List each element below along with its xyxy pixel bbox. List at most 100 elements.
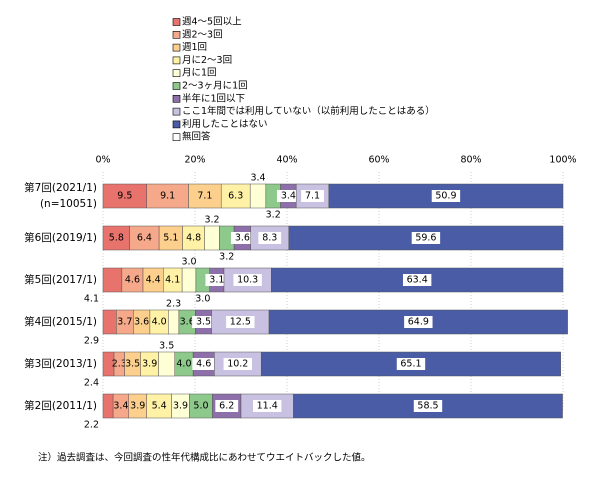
legend-swatch [172,43,181,52]
legend-label: 月に1回 [182,68,217,79]
label-box [233,274,262,286]
data-label: 5.4 [152,401,167,412]
label-box [230,232,254,244]
y-tick-note: (n=10051) [40,198,97,210]
data-label: 58.5 [417,401,438,412]
bar-segment [102,393,114,419]
legend-swatch [172,107,181,116]
data-label: 59.6 [415,233,436,244]
data-label: 4.0 [152,317,167,328]
y-tick-label: 第7回(2021/1) [24,181,97,194]
bar-segment [102,183,147,209]
y-tick-label: 第2回(2011/1) [24,399,97,412]
legend-swatch [172,95,181,103]
legend-swatch [172,82,181,90]
x-tick-label: 20% [184,155,205,166]
legend-label: 月に2～3回 [182,55,232,66]
legend-swatch [172,133,181,141]
label-box [413,400,443,412]
data-label: 65.1 [400,359,421,370]
legend-label: 無回答 [182,131,211,143]
data-label: 3.6 [180,317,195,328]
bar-segment [102,309,117,335]
data-label: 2.9 [84,336,99,347]
data-label: 4.1 [165,275,180,286]
bar-segment [249,183,267,209]
legend-label: 週4～5回以上 [182,16,242,28]
data-label: 3.1 [209,275,224,286]
data-label: 3.6 [235,233,250,244]
data-label: 50.9 [435,191,456,202]
label-box [404,316,433,328]
data-label: 10.2 [227,359,248,370]
data-label: 4.0 [176,359,191,370]
x-tick-label: 40% [276,155,297,166]
data-label: 3.5 [125,359,140,370]
bar-segment [102,267,123,293]
label-box [223,358,252,370]
data-label: 2.3 [112,359,127,370]
bar-segment [102,225,130,251]
data-label: 6.4 [137,233,152,244]
bar-segment [168,309,180,335]
data-label: 7.1 [197,191,212,202]
data-label: 3.5 [196,317,211,328]
legend-swatch [172,18,181,26]
data-label: 5.8 [109,233,124,244]
data-label: 3.5 [159,341,174,352]
data-label: 3.9 [130,401,145,412]
data-label: 3.6 [134,317,149,328]
y-tick-label: 第6回(2019/1) [24,231,97,244]
data-label: 4.6 [125,275,140,286]
legend-swatch [172,56,181,65]
data-label: 3.2 [204,215,219,226]
label-box [215,400,239,412]
legend-label: 半年に1回以下 [182,92,245,104]
x-tick-label: 80% [460,155,481,166]
label-box [253,400,282,412]
x-tick-label: 60% [368,155,389,166]
label-box [402,274,432,286]
y-tick-label: 第4回(2015/1) [24,315,97,328]
legend-label: 週2～3回 [182,28,223,40]
data-label: 2.3 [166,299,181,310]
data-label: 3.0 [181,257,196,268]
data-label: 6.2 [219,401,234,412]
label-box [396,358,426,370]
label-box [192,316,215,328]
bar-segment [146,183,189,209]
data-label: 4.6 [196,359,211,370]
x-tick-label: 0% [95,155,110,166]
data-label: 10.3 [237,275,258,286]
legend-label: 2～3ヶ月に1回 [182,81,248,92]
data-label: 3.2 [266,210,281,221]
data-label: 5.1 [163,233,178,244]
label-box [276,190,300,202]
bar-segment [220,183,251,209]
data-label: 3.4 [250,173,265,184]
y-tick-label: 第3回(2013/1) [24,357,97,370]
data-label: 3.4 [113,401,128,412]
data-label: 3.2 [219,252,234,263]
legend-label: ここ1年間では利用していない（以前利用したことはある） [182,105,435,117]
data-label: 3.9 [173,401,188,412]
data-label: 11.4 [257,401,278,412]
data-label: 9.1 [160,191,175,202]
data-label: 3.4 [281,191,296,202]
data-label: 6.3 [228,191,243,202]
x-tick-label: 100% [549,155,576,166]
legend-swatch [172,30,181,39]
legend-swatch [172,69,181,77]
label-box [226,316,255,328]
y-tick-label: 第5回(2017/1) [24,273,97,286]
legend-swatch [172,120,181,129]
data-label: 2.4 [84,378,99,389]
data-label: 7.1 [305,191,320,202]
legend-label: 利用したことはない [182,118,268,130]
bar-segment [129,225,160,251]
label-box [205,274,229,286]
label-box [301,190,324,202]
data-label: 63.4 [407,275,428,286]
data-label: 5.0 [193,401,208,412]
